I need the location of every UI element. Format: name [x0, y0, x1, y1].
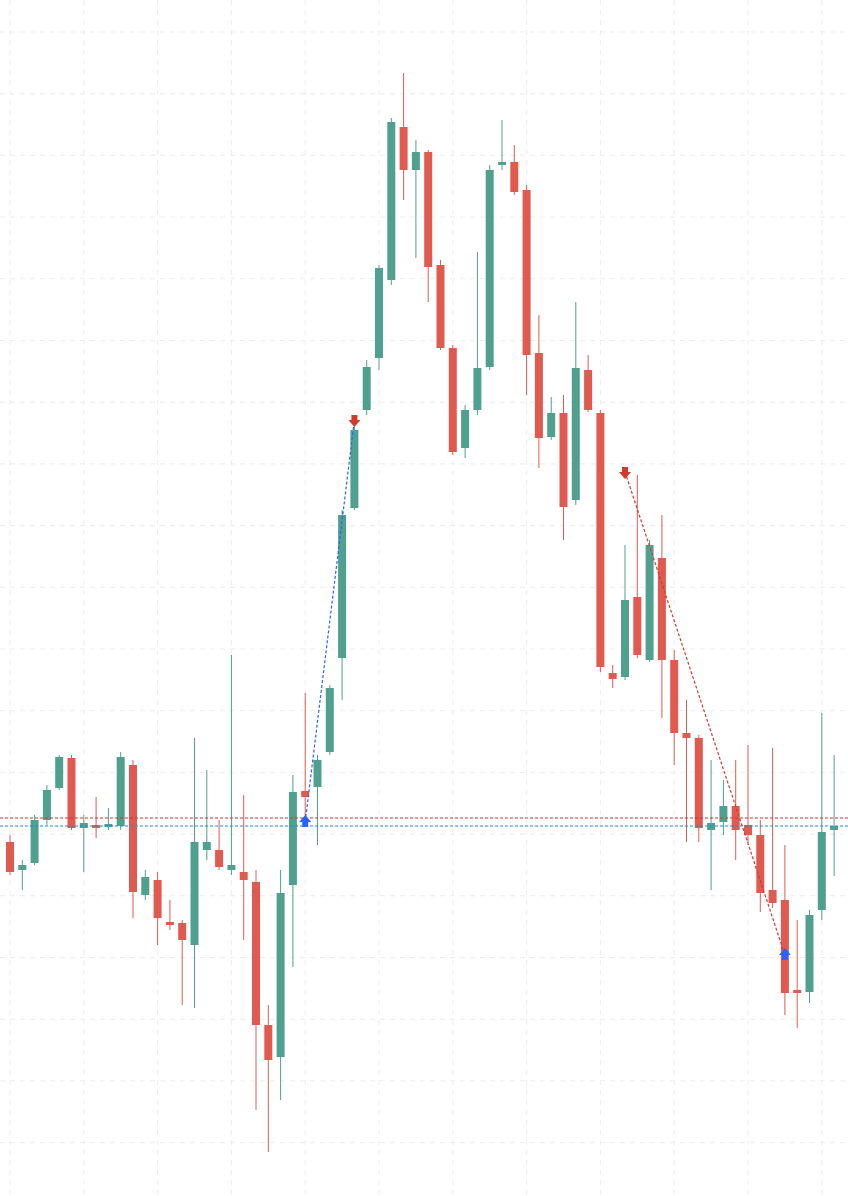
candle-body	[18, 865, 27, 870]
candle-body	[645, 545, 654, 660]
candle-body	[522, 190, 531, 355]
signal-arrow	[778, 948, 791, 960]
candle-body	[805, 915, 814, 992]
candle-body	[424, 152, 433, 267]
candle-body	[239, 872, 248, 880]
candle-body	[399, 127, 408, 170]
candle-body	[227, 865, 236, 870]
candle-body	[375, 268, 383, 358]
candle-body	[608, 673, 617, 679]
candle-body	[276, 893, 285, 1057]
candle-body	[301, 791, 310, 797]
candle-body	[559, 413, 568, 507]
candle-body	[817, 832, 826, 910]
candle-body	[633, 597, 642, 655]
candle-body	[682, 733, 691, 738]
candle-body	[362, 367, 371, 410]
candle-body	[79, 823, 88, 828]
candle-body	[42, 790, 51, 820]
candle-body	[534, 353, 543, 438]
candle-body	[485, 170, 494, 367]
trade-line	[624, 471, 786, 956]
candle-body	[621, 600, 629, 677]
candle-body	[436, 265, 445, 348]
candle-body	[670, 660, 679, 733]
candle-body	[67, 758, 76, 828]
candle-body	[6, 842, 14, 872]
candle-body	[202, 842, 211, 850]
candle-body	[584, 370, 593, 410]
candle-body	[313, 760, 322, 787]
candle-body	[571, 368, 580, 500]
candle-body	[30, 820, 39, 863]
candle-body	[596, 413, 605, 667]
candle-body	[510, 162, 519, 192]
candle-body	[55, 757, 64, 788]
candle-body	[338, 515, 347, 658]
signal-arrow	[299, 815, 312, 827]
candle-body	[350, 430, 359, 508]
candle-body	[141, 877, 150, 895]
candle-body	[768, 890, 777, 903]
trade-line	[304, 419, 355, 823]
candle-body	[793, 990, 802, 993]
candle-body	[719, 806, 728, 822]
candle-body	[325, 688, 334, 752]
candle-body	[215, 850, 224, 867]
candle-body	[411, 152, 420, 170]
candle-body	[252, 882, 260, 1025]
signal-arrow	[619, 467, 631, 479]
candle-body	[178, 923, 187, 940]
candle-body	[498, 162, 506, 165]
candle-body	[387, 122, 396, 280]
candle-body	[165, 922, 174, 925]
candle-body	[461, 410, 470, 448]
candle-body	[104, 824, 113, 827]
candle-body	[780, 900, 789, 993]
candle-body	[830, 826, 839, 830]
candle-body	[264, 1025, 273, 1060]
candle-body	[657, 558, 666, 660]
signal-arrow	[348, 415, 361, 427]
candle-body	[116, 757, 125, 826]
candle-body	[744, 825, 752, 835]
candle-body	[473, 368, 482, 410]
candle-body	[153, 880, 162, 918]
candle-body	[190, 842, 199, 945]
candle-body	[288, 792, 297, 885]
candle-body	[129, 765, 137, 892]
candle-body	[547, 413, 556, 437]
candle-body	[756, 835, 765, 893]
candle-body	[448, 348, 457, 452]
candle-body	[694, 738, 703, 828]
